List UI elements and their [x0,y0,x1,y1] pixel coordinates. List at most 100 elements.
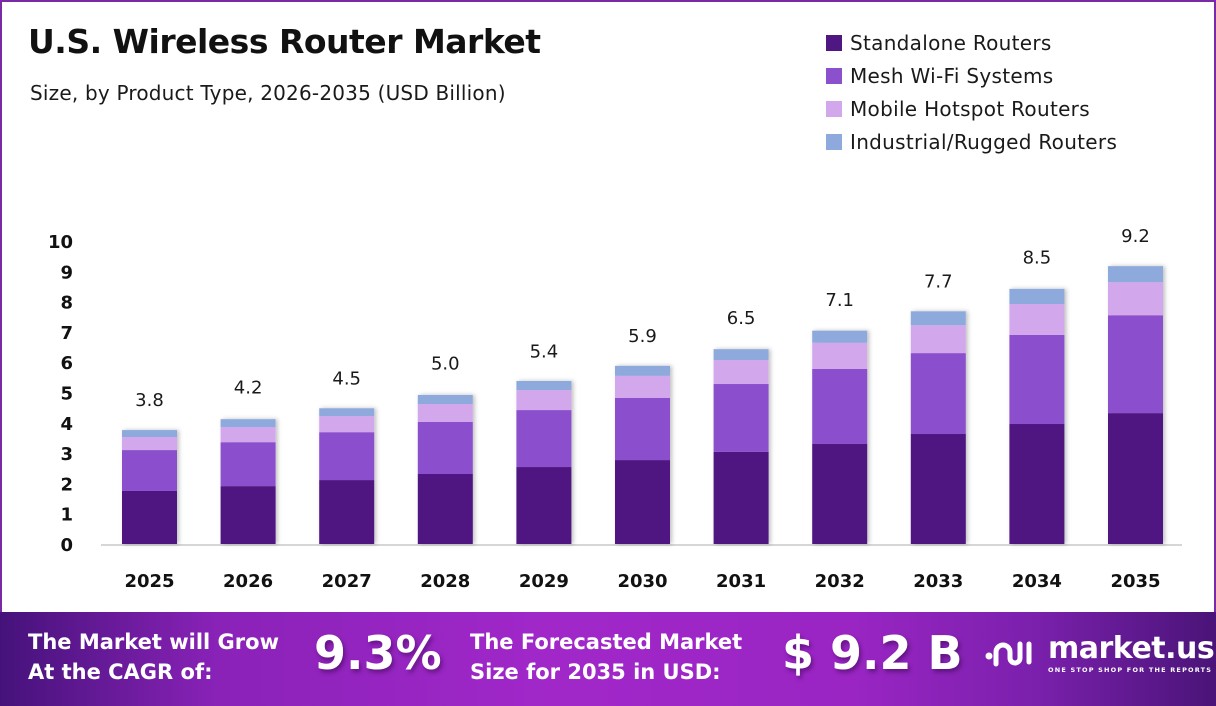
bar-total-label: 9.2 [1121,226,1150,247]
bar-stack-2034 [1009,288,1065,544]
bar-segment-standalone [516,467,572,544]
bar-total-label: 7.1 [825,290,854,311]
legend-swatch-mesh [826,67,842,84]
x-tick-label: 2034 [1012,571,1062,592]
legend-label: Mesh Wi-Fi Systems [850,63,1054,88]
bar-total-label: 3.8 [135,390,164,411]
bar-segment-hotspot [516,390,572,411]
logo-text: market.us ONE STOP SHOP FOR THE REPORTS [1048,631,1215,675]
x-tick-label: 2032 [815,571,865,592]
y-tick-label: 7 [60,323,73,344]
logo-name: market.us [1048,631,1215,666]
y-tick-label: 10 [48,232,73,253]
legend-swatch-standalone [826,34,842,51]
cagr-caption-line1: The Market will Grow [28,630,279,654]
bar-segment-industrial [910,311,966,326]
bar-total-label: 4.5 [332,369,361,390]
bar-segment-standalone [713,451,769,544]
x-tick-label: 2026 [223,571,273,592]
legend-item-standalone: Standalone Routers [826,26,1117,59]
x-tick-label: 2035 [1110,571,1160,592]
bar-segment-mesh [122,450,177,491]
market-us-logo-icon [985,641,1032,667]
x-axis: 2025 2026 2027 2028 2029 2030 2031 2032 2033 2034… [124,571,1160,592]
bar-segment-industrial [1009,288,1065,305]
x-tick-label: 2030 [617,571,667,592]
bar-stack-2025 [122,430,177,544]
bar-segment-standalone [1009,424,1065,544]
bar-segment-industrial [713,349,769,361]
bar-segment-hotspot [1009,304,1065,335]
x-tick-label: 2033 [913,571,963,592]
bar-segment-standalone [220,486,276,544]
bar-segment-industrial [1108,266,1163,283]
x-tick-label: 2027 [322,571,372,592]
bar-segment-hotspot [417,404,473,422]
bar-segment-hotspot [122,437,177,451]
bar-segment-hotspot [615,375,670,398]
bar-stack-2027 [319,408,375,544]
y-tick-label: 4 [60,414,73,435]
bar-segment-mesh [812,368,868,445]
bar-segment-mesh [319,432,375,481]
cagr-caption: The Market will Grow At the CAGR of: [28,627,279,687]
bar-stack-2035 [1108,266,1163,544]
stacked-bar-chart: 0 1 2 3 4 5 6 7 8 9 10 3.8 4.2 4.5 5.0 5.4 5.9 6.5 7.1 7.7… [48,226,1182,592]
bar-segment-industrial [417,394,473,405]
bar-total-label: 6.5 [727,308,756,329]
chart-title: U.S. Wireless Router Market [28,22,541,61]
forecast-caption-line2: Size for 2035 in USD: [470,660,721,684]
bar-segment-standalone [812,444,868,544]
bar-segment-mesh [1009,334,1065,425]
bar-total-label: 5.9 [628,326,657,347]
x-tick-label: 2025 [124,571,174,592]
bar-segment-hotspot [910,325,966,354]
bar-segment-industrial [516,380,572,391]
bar-segment-standalone [910,434,966,544]
bar-segment-hotspot [713,360,769,385]
bar-segment-industrial [615,365,670,376]
y-tick-label: 6 [60,353,73,374]
legend-item-mesh: Mesh Wi-Fi Systems [826,59,1117,92]
legend-swatch-industrial [826,133,842,150]
legend-label: Standalone Routers [850,30,1052,55]
bar-stack-2028 [417,394,473,544]
forecast-value: $ 9.2 B [782,626,963,680]
legend-label: Mobile Hotspot Routers [850,96,1090,121]
bar-total-label: 5.4 [530,341,559,362]
bar-segment-standalone [1108,413,1163,544]
bar-segment-mesh [516,410,572,468]
bar-segment-standalone [615,460,670,544]
bar-segment-industrial [122,430,177,438]
y-tick-label: 5 [60,384,73,405]
bar-segment-mesh [713,384,769,452]
bar-segment-standalone [319,480,375,544]
bar-segment-mesh [417,421,473,475]
legend-label: Industrial/Rugged Routers [850,129,1118,154]
summary-banner: The Market will Grow At the CAGR of: 9.3… [0,612,1216,706]
legend: Standalone Routers Mesh Wi-Fi Systems Mo… [826,26,1117,158]
forecast-caption-line1: The Forecasted Market [470,630,743,654]
bar-total-label: 4.2 [234,378,263,399]
bar-segment-industrial [812,330,868,343]
cagr-value: 9.3% [314,626,442,680]
bar-segment-hotspot [1108,282,1163,316]
y-tick-label: 8 [60,293,73,314]
bar-total-label: 8.5 [1023,247,1052,268]
bars: 3.8 4.2 4.5 5.0 5.4 5.9 6.5 7.1 7.7 8.5 9.2 [122,226,1163,544]
y-tick-label: 3 [60,444,73,465]
bar-stack-2032 [812,330,868,544]
bar-segment-standalone [122,490,177,544]
cagr-caption-line2: At the CAGR of: [28,660,213,684]
x-tick-label: 2031 [716,571,766,592]
legend-swatch-hotspot [826,100,842,117]
bar-total-label: 7.7 [924,272,953,293]
chart-subtitle: Size, by Product Type, 2026-2035 (USD Bi… [30,81,506,105]
bar-stack-2026 [220,419,276,544]
y-tick-label: 9 [60,262,73,283]
bar-segment-mesh [615,397,670,461]
bar-segment-mesh [1108,315,1163,414]
legend-item-industrial: Industrial/Rugged Routers [826,125,1117,158]
bar-segment-standalone [417,474,473,544]
bar-total-label: 5.0 [431,354,460,375]
